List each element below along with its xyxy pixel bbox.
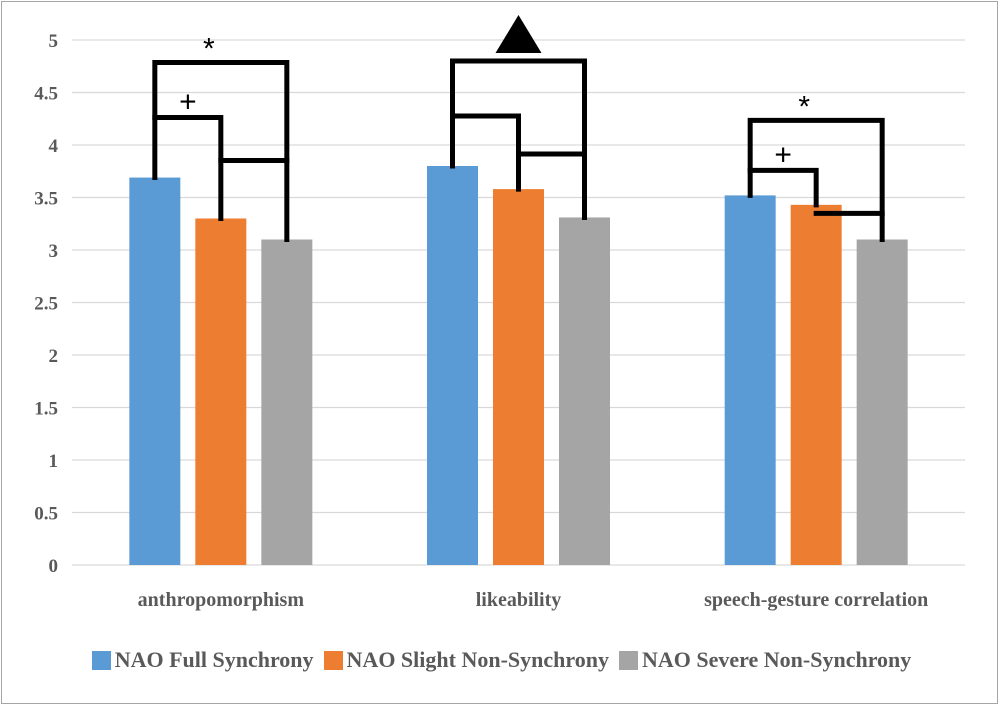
- legend-label: NAO Severe Non-Synchrony: [641, 647, 912, 672]
- outer-significance-marker: *: [798, 90, 810, 123]
- bars: [129, 166, 908, 566]
- y-tick-label: 1: [49, 451, 59, 472]
- y-tick-label: 3: [49, 241, 59, 262]
- bar-nao-severe-non-synchrony-speech-gesture-correlation: [856, 239, 908, 565]
- inner-significance-marker: +: [774, 138, 792, 171]
- significance-brackets: *+ *+: [152, 15, 885, 242]
- bar-nao-severe-non-synchrony-anthropomorphism: [261, 239, 313, 565]
- legend-item-severe-non-synchrony: NAO Severe Non-Synchrony: [618, 647, 912, 673]
- bar-nao-full-synchrony-likeability: [427, 166, 478, 565]
- x-category-label: anthropomorphism: [138, 589, 305, 611]
- legend-swatch: [618, 650, 638, 670]
- inner-bracket-full-slight: [152, 115, 224, 221]
- inner-significance-marker: +: [179, 86, 197, 119]
- bar-nao-full-synchrony-speech-gesture-correlation: [724, 195, 776, 565]
- bar-nao-severe-non-synchrony-likeability: [559, 217, 610, 565]
- y-tick-label: 0: [49, 556, 59, 577]
- y-tick-label: 4.5: [34, 84, 58, 105]
- y-tick-label: 5: [49, 31, 59, 52]
- inner-bracket-full-slight: [747, 167, 819, 208]
- x-category-label: likeability: [476, 589, 562, 611]
- y-tick-label: 1.5: [34, 399, 58, 420]
- bar-chart: 00.511.522.533.544.55 *+ *+ anthropomorph…: [34, 15, 965, 611]
- y-tick-label: 2.5: [34, 294, 58, 315]
- bar-nao-slight-non-synchrony-speech-gesture-correlation: [790, 204, 842, 565]
- bar-nao-full-synchrony-anthropomorphism: [129, 177, 181, 566]
- legend-swatch: [91, 650, 111, 670]
- y-axis-tick-labels: 0 0.5 1 1.5 2 2.5 3 3.5 4 4.5 5: [34, 31, 58, 577]
- bar-nao-slight-non-synchrony-likeability: [493, 189, 544, 565]
- y-tick-label: 0.5: [34, 504, 58, 525]
- outer-bracket: [747, 117, 885, 242]
- legend-swatch: [323, 650, 343, 670]
- outer-significance-marker: *: [203, 33, 215, 66]
- legend-label: NAO Full Synchrony: [114, 647, 314, 672]
- y-tick-label: 4: [49, 136, 59, 157]
- x-axis-category-labels: anthropomorphism likeability speech-gestur…: [138, 589, 929, 611]
- legend: NAO Full Synchrony NAO Slight Non-Synchr…: [0, 640, 1003, 680]
- bar-nao-slight-non-synchrony-anthropomorphism: [195, 218, 247, 565]
- legend-item-full-synchrony: NAO Full Synchrony: [91, 647, 314, 673]
- y-tick-label: 2: [49, 346, 59, 367]
- legend-item-slight-non-synchrony: NAO Slight Non-Synchrony: [323, 647, 609, 673]
- y-tick-label: 3.5: [34, 189, 58, 210]
- inner-bracket-full-slight: [450, 113, 521, 192]
- x-category-label: speech-gesture correlation: [704, 589, 928, 611]
- triangle-significance-marker: [495, 15, 542, 53]
- legend-label: NAO Slight Non-Synchrony: [346, 647, 609, 672]
